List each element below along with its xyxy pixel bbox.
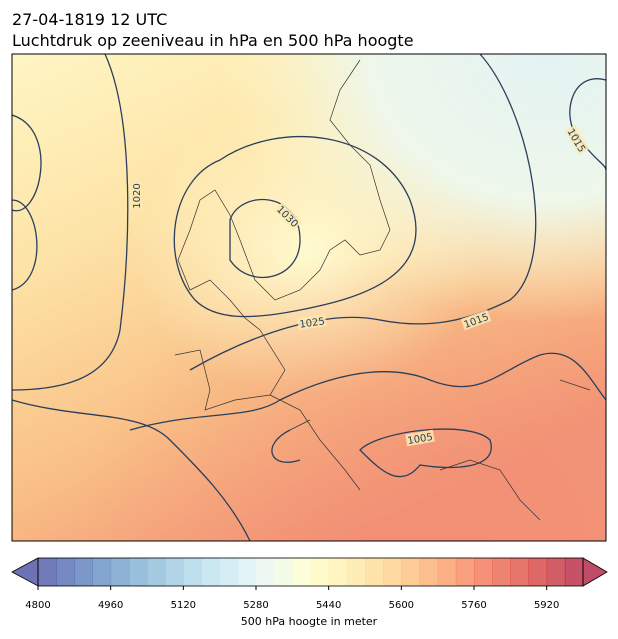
colorbar-tick-label: 5120 (171, 600, 196, 611)
colorbar-bin (292, 558, 311, 586)
title: 27-04-1819 12 UTC (12, 10, 167, 29)
colorbar-bin (419, 558, 439, 586)
colorbar-tick-label: 4800 (25, 600, 50, 611)
isobar-label-bg (460, 309, 492, 331)
colorbar-tick-label: 5760 (461, 600, 486, 611)
isobar-label-bg (273, 201, 303, 231)
colorbar-bin (92, 558, 112, 586)
colorbar-bin (365, 558, 384, 586)
colorbar-bin (165, 558, 184, 586)
colorbar-bin (237, 558, 257, 586)
colorbar-bin (274, 558, 293, 586)
colorbar-bin (455, 558, 475, 586)
colorbar-frame (37, 557, 584, 587)
colorbar-bin (74, 558, 93, 586)
colorbar-bin (346, 558, 366, 586)
isobar-label: 1025 (299, 316, 326, 330)
colorbar-bin (492, 558, 511, 586)
colorbar-extend-high (582, 557, 608, 587)
colorbar: 4800 4960 5120 5280 5440 5600 5760 5920 (11, 557, 608, 611)
colorbar-bin (183, 558, 202, 586)
isobar-label-bg (405, 429, 435, 447)
colorbar-bin (110, 558, 130, 586)
colorbar-tick-label: 5280 (243, 600, 268, 611)
colorbar-bin (38, 558, 57, 586)
colorbar-bin (147, 558, 166, 586)
colorbar-bin (546, 558, 566, 586)
colorbar-bin (56, 558, 75, 586)
isobar-label-bg (130, 182, 142, 210)
colorbar-bin (383, 558, 402, 586)
colorbar-bin (219, 558, 239, 586)
subtitle: Luchtdruk op zeeniveau in hPa en 500 hPa… (12, 31, 414, 50)
colorbar-bin (564, 558, 584, 586)
colorbar-extend-low (11, 557, 39, 587)
colorbar-bin (528, 558, 548, 586)
colorbar-bin (310, 558, 330, 586)
colorbar-bin (437, 558, 457, 586)
colorbar-bin (256, 558, 275, 586)
colorbar-bin (328, 558, 348, 586)
colorbar-bin (201, 558, 221, 586)
colorbar-bin (401, 558, 420, 586)
colorbar-label: 500 hPa hoogte in meter (241, 615, 378, 628)
colorbar-tick-label: 4960 (98, 600, 123, 611)
colorbar-tick-label: 5440 (316, 600, 341, 611)
isobar-label-bg (564, 124, 590, 156)
colorbar-bin (510, 558, 529, 586)
colorbar-tick-label: 5920 (534, 600, 559, 611)
colorbar-tick-label: 5600 (389, 600, 414, 611)
isobar-label-bg (297, 314, 327, 330)
isobar-label: 1005 (407, 432, 434, 447)
colorbar-bin (128, 558, 148, 586)
isobar-label: 1020 (132, 183, 143, 208)
colorbar-bin (474, 558, 493, 586)
